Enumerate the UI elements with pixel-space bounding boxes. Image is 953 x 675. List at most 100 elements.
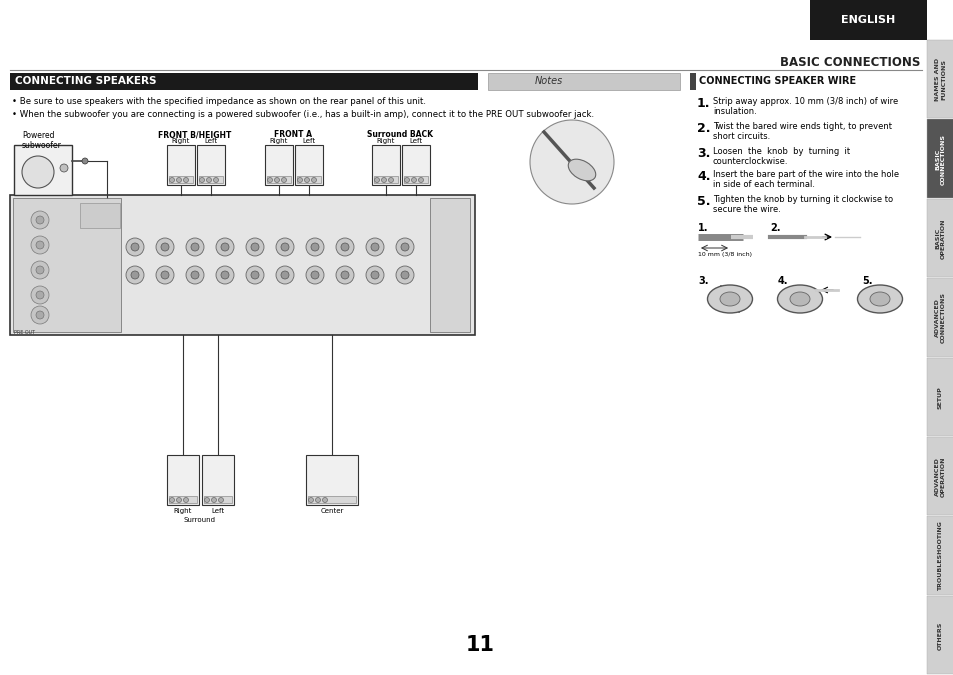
Bar (80, 203, 120, 228)
Circle shape (335, 238, 354, 256)
Text: Left: Left (212, 508, 224, 514)
Circle shape (126, 238, 144, 256)
Circle shape (375, 178, 379, 182)
Text: 3.: 3. (698, 276, 708, 286)
Text: Powered
subwoofer: Powered subwoofer (22, 131, 62, 151)
Circle shape (176, 178, 181, 182)
Bar (809, 0, 926, 40)
Circle shape (281, 243, 289, 251)
Circle shape (161, 243, 169, 251)
Circle shape (36, 266, 44, 274)
Bar (10, 195, 475, 335)
Circle shape (30, 286, 49, 304)
Circle shape (30, 236, 49, 254)
Text: 1.: 1. (697, 97, 710, 110)
Circle shape (246, 266, 264, 284)
Circle shape (131, 271, 139, 279)
Circle shape (371, 243, 378, 251)
Circle shape (186, 266, 204, 284)
Bar (926, 516, 953, 595)
Text: 5.: 5. (697, 195, 710, 208)
Text: Right: Right (172, 138, 190, 144)
Text: Insert the bare part of the wire into the hole
in side of each terminal.: Insert the bare part of the wire into th… (712, 170, 898, 190)
Circle shape (191, 271, 199, 279)
Circle shape (304, 178, 309, 182)
Text: Tighten the knob by turning it clockwise to
secure the wire.: Tighten the knob by turning it clockwise… (712, 195, 892, 215)
Bar (926, 278, 953, 356)
Bar (926, 595, 953, 674)
Circle shape (366, 266, 384, 284)
Text: CONNECTING SPEAKERS: CONNECTING SPEAKERS (15, 76, 156, 86)
Circle shape (36, 216, 44, 224)
Circle shape (418, 178, 423, 182)
Text: 4.: 4. (778, 276, 788, 286)
Circle shape (183, 497, 189, 502)
Circle shape (340, 271, 349, 279)
Text: SETUP: SETUP (937, 386, 942, 408)
Circle shape (381, 178, 386, 182)
Circle shape (315, 497, 320, 502)
Text: FRONT A: FRONT A (274, 130, 312, 139)
Bar (267, 176, 291, 183)
Text: Right: Right (270, 138, 288, 144)
Text: Right: Right (173, 508, 192, 514)
Text: Right: Right (376, 138, 395, 144)
Circle shape (395, 238, 414, 256)
Bar (204, 496, 232, 503)
Circle shape (311, 243, 318, 251)
Bar (401, 145, 430, 185)
Ellipse shape (857, 285, 902, 313)
Circle shape (186, 238, 204, 256)
Bar (296, 176, 320, 183)
Bar (202, 455, 233, 505)
Circle shape (275, 266, 294, 284)
Text: 10 mm (3/8 inch): 10 mm (3/8 inch) (698, 252, 751, 257)
Bar (265, 145, 293, 185)
Circle shape (221, 271, 229, 279)
Circle shape (131, 243, 139, 251)
Text: Surround BACK: Surround BACK (367, 130, 433, 139)
Text: PRE OUT: PRE OUT (14, 330, 35, 335)
Bar (196, 145, 225, 185)
Bar (430, 198, 470, 332)
Circle shape (199, 178, 204, 182)
Circle shape (335, 266, 354, 284)
Circle shape (176, 497, 181, 502)
Bar (926, 119, 953, 198)
Ellipse shape (777, 285, 821, 313)
Circle shape (30, 306, 49, 324)
Circle shape (204, 497, 210, 502)
Ellipse shape (707, 285, 752, 313)
Circle shape (161, 271, 169, 279)
Circle shape (212, 497, 216, 502)
Bar (926, 358, 953, 436)
Circle shape (170, 497, 174, 502)
Circle shape (400, 271, 409, 279)
Circle shape (306, 266, 324, 284)
Text: TROUBLESHOOTING: TROUBLESHOOTING (937, 521, 942, 591)
Circle shape (156, 266, 173, 284)
Circle shape (206, 178, 212, 182)
Circle shape (156, 238, 173, 256)
Text: Left: Left (409, 138, 422, 144)
Circle shape (36, 311, 44, 319)
Circle shape (30, 261, 49, 279)
Circle shape (388, 178, 393, 182)
Circle shape (36, 241, 44, 249)
Circle shape (215, 266, 233, 284)
Text: Surround: Surround (184, 517, 215, 523)
Text: • Be sure to use speakers with the specified impedance as shown on the rear pane: • Be sure to use speakers with the speci… (12, 97, 426, 106)
Bar (294, 145, 323, 185)
Text: 5.: 5. (862, 276, 872, 286)
Circle shape (322, 497, 327, 502)
Circle shape (281, 271, 289, 279)
Text: ADVANCED
CONNECTIONS: ADVANCED CONNECTIONS (934, 292, 945, 344)
Circle shape (275, 238, 294, 256)
Bar (14, 145, 71, 195)
Bar (689, 73, 696, 90)
Circle shape (274, 178, 279, 182)
Circle shape (530, 120, 614, 204)
Bar (372, 145, 399, 185)
Bar (169, 496, 196, 503)
Circle shape (400, 243, 409, 251)
